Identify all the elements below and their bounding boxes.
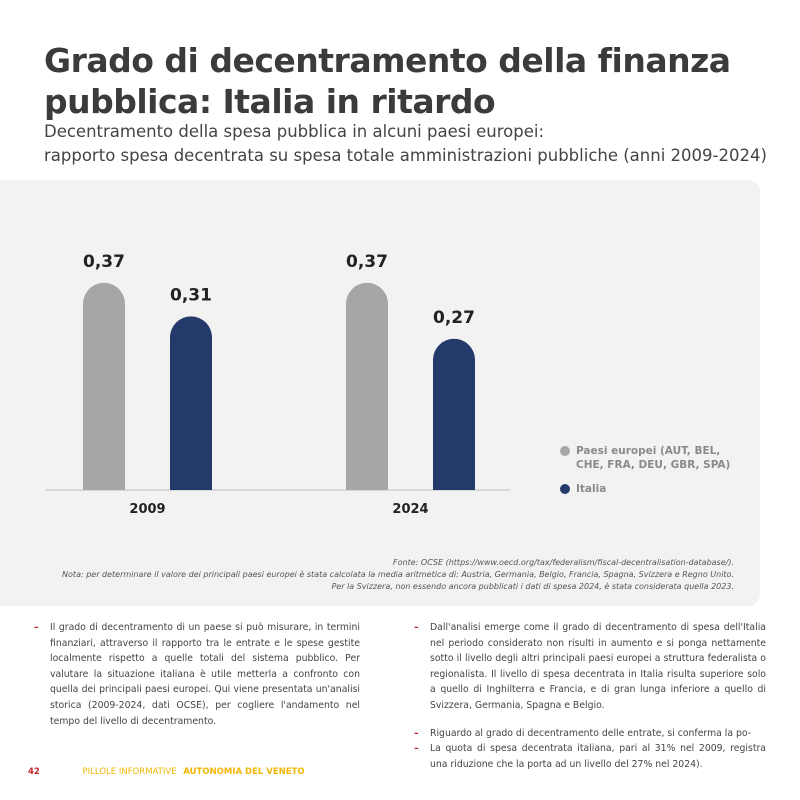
source-note: Fonte: OCSE (https://www.oecd.org/tax/fe… (393, 558, 734, 567)
paragraph: Dall'analisi emerge come il grado di dec… (414, 620, 766, 714)
chart-notes: Fonte: OCSE (https://www.oecd.org/tax/fe… (34, 557, 734, 593)
paragraph: Il grado di decentramento di un paese si… (34, 620, 360, 729)
value-label: 0,37 (83, 252, 125, 272)
value-label: 0,31 (170, 285, 212, 305)
value-label: 0,27 (433, 308, 475, 328)
legend-swatch (560, 484, 570, 494)
bar (83, 282, 125, 490)
paragraph: Riguardo al grado di decentramento delle… (414, 726, 766, 742)
text-column: Dall'analisi emerge come il grado di dec… (414, 620, 766, 784)
note: Per la Svizzera, non essendo ancora pubb… (331, 582, 734, 591)
legend-item: Paesi europei (AUT, BEL, CHE, FRA, DEU, … (560, 444, 740, 472)
note: Nota: per determinare il valore dei prin… (62, 570, 734, 579)
legend-swatch (560, 446, 570, 456)
bar (433, 338, 475, 490)
subtitle: Decentramento della spesa pubblica in al… (44, 122, 545, 141)
bar (170, 316, 212, 490)
value-label: 0,37 (346, 252, 388, 272)
chart: 2009 0,37 0,31 2024 0,37 0,27 (45, 252, 510, 517)
bar (346, 282, 388, 490)
paragraph: La quota di spesa decentrata italiana, p… (414, 741, 766, 772)
title: Grado di decentramento della finanza pub… (44, 41, 731, 121)
subtitle: rapporto spesa decentrata su spesa total… (44, 146, 767, 165)
x-tick-label: 2009 (129, 502, 165, 517)
page-number: 42 (28, 767, 40, 777)
legend-label: Italia (576, 483, 607, 495)
footer-section: PILLOLE INFORMATIVE (82, 767, 177, 777)
legend-label: Paesi europei (AUT, BEL, CHE, FRA, DEU, … (576, 445, 731, 471)
footer: 42 PILLOLE INFORMATIVE AUTONOMIA DEL VEN… (28, 767, 305, 777)
x-tick-label: 2024 (392, 502, 428, 517)
legend-item: Italia (560, 482, 740, 496)
footer-series: AUTONOMIA DEL VENETO (183, 767, 305, 777)
text-column: Il grado di decentramento di un paese si… (34, 620, 360, 741)
legend: Paesi europei (AUT, BEL, CHE, FRA, DEU, … (560, 444, 740, 506)
